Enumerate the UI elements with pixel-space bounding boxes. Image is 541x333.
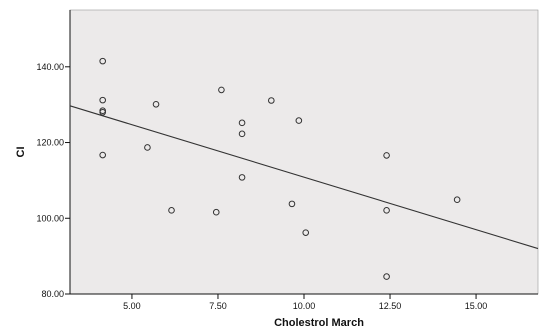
plot-area xyxy=(69,9,539,295)
data-point xyxy=(268,97,275,104)
data-point xyxy=(453,196,461,204)
x-tick-label: 7.50 xyxy=(209,301,227,311)
y-axis: 80.00 100.00 120.00 140.00 xyxy=(36,10,71,299)
data-point xyxy=(238,130,246,138)
x-tick-label: 10.00 xyxy=(293,301,316,311)
data-point xyxy=(144,144,151,151)
data-point xyxy=(238,174,246,181)
x-axis-title: Cholestrol March xyxy=(274,317,364,329)
data-point xyxy=(99,57,106,65)
x-axis: 5.00 7.50 10.00 12.50 15.00 xyxy=(70,293,538,311)
x-tick-label: 15.00 xyxy=(465,301,488,311)
data-point xyxy=(99,108,106,116)
data-point xyxy=(383,207,390,214)
x-tick-label: 12.50 xyxy=(379,301,402,311)
data-point xyxy=(302,229,310,236)
data-points xyxy=(99,57,461,280)
y-tick-label: 120.00 xyxy=(36,138,64,148)
data-point xyxy=(295,117,303,124)
fit-line xyxy=(69,105,539,250)
data-point xyxy=(152,100,160,108)
data-point xyxy=(383,273,390,280)
y-axis-title: CI xyxy=(15,147,27,158)
data-point xyxy=(238,119,246,127)
data-point xyxy=(99,96,106,104)
x-tick-label: 5.00 xyxy=(123,301,141,311)
data-point xyxy=(383,152,390,159)
fit-line-group xyxy=(69,105,539,250)
y-tick-label: 80.00 xyxy=(41,289,64,299)
data-point xyxy=(212,208,220,216)
y-tick-label: 140.00 xyxy=(36,62,64,72)
data-point xyxy=(218,86,225,94)
data-point xyxy=(99,151,106,159)
data-point xyxy=(288,200,296,208)
data-point xyxy=(168,207,175,214)
y-tick-label: 100.00 xyxy=(36,213,64,223)
